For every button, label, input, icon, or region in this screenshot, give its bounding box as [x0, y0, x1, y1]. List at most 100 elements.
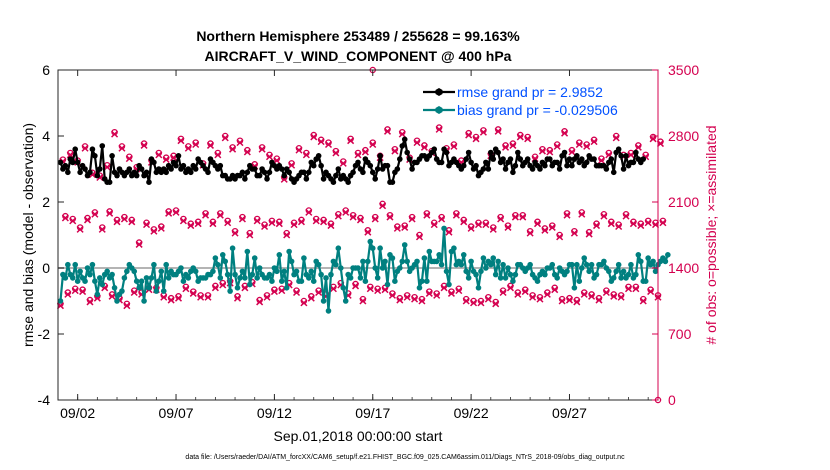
rmse-point [574, 153, 580, 159]
obs-assimilated-stroke [516, 133, 524, 141]
obs-assimilated-point [361, 148, 369, 156]
obs-assimilated-stroke [317, 138, 325, 146]
obs-assimilated-stroke [302, 151, 310, 159]
obs-assimilated-point [135, 240, 143, 248]
obs-assimilated-stroke [447, 289, 455, 297]
obs-assimilated-point [182, 285, 190, 293]
obs-assimilated-point [398, 130, 406, 138]
bias-point [212, 255, 219, 261]
obs-assimilated-point [155, 151, 163, 159]
bias-point [82, 278, 88, 285]
obs-assimilated-point [622, 212, 630, 220]
bias-point [542, 271, 548, 278]
obs-assimilated-point [484, 295, 492, 303]
rmse-point [397, 156, 403, 162]
obs-assimilated-stroke [600, 212, 608, 220]
rmse-point [106, 179, 113, 185]
obs-assimilated-point [467, 224, 475, 232]
obs-assimilated-point [288, 161, 296, 169]
obs-assimilated-point [61, 214, 69, 222]
rmse-point [301, 169, 307, 176]
obs-assimilated-point [418, 297, 426, 305]
bias-point [306, 275, 312, 281]
obs-assimilated-stroke [86, 298, 94, 306]
rmse-point [57, 159, 64, 166]
rmse-point [175, 153, 182, 159]
bias-point [458, 261, 465, 268]
rmse-point [490, 156, 497, 162]
obs-assimilated-point [371, 215, 379, 223]
rmse-point [623, 153, 629, 159]
bias-point [286, 248, 292, 255]
obs-assimilated-stroke [113, 218, 121, 226]
rmse-point [460, 162, 467, 169]
obs-assimilated-point [290, 221, 298, 229]
bias-point [357, 275, 364, 281]
bias-point [335, 245, 342, 251]
obs-assimilated-point [160, 293, 168, 301]
obs-assimilated-stroke [499, 288, 507, 297]
obs-assimilated-point [206, 141, 214, 149]
rmse-point [72, 146, 79, 152]
bias-point [89, 261, 96, 268]
rmse-point [394, 166, 401, 172]
rmse-point [404, 149, 410, 156]
rmse-point [360, 169, 366, 176]
bias-point [133, 278, 140, 285]
obs-assimilated-stroke [482, 221, 490, 229]
obs-assimilated-point [111, 130, 119, 138]
obs-assimilated-point [123, 302, 131, 310]
obs-assimilated-point [125, 155, 133, 163]
obs-assimilated-point [268, 219, 276, 227]
obs-assimilated-point [81, 144, 89, 152]
rmse-point [355, 159, 361, 166]
obs-assimilated-stroke [83, 216, 92, 224]
bias-point [84, 265, 91, 271]
obs-assimilated-point [76, 225, 84, 233]
bias-point [527, 261, 533, 268]
obs-assimilated-stroke [632, 285, 640, 293]
obs-assimilated-stroke [420, 143, 428, 151]
obs-assimilated-stroke [356, 216, 364, 224]
rmse-point [372, 176, 379, 182]
rmse-point [564, 162, 570, 169]
obs-assimilated-point [211, 284, 219, 292]
obs-assimilated-stroke [526, 229, 534, 237]
rmse-point [524, 156, 531, 162]
y-tick-label-left: 4 [42, 128, 50, 144]
rmse-point [618, 153, 624, 159]
obs-assimilated-stroke [425, 289, 433, 297]
obs-assimilated-stroke [497, 215, 505, 223]
obs-assimilated-point [647, 288, 655, 296]
chart-title-line1: Northern Hemisphere 253489 / 255628 = 99… [196, 28, 520, 44]
obs-assimilated-point [194, 220, 202, 228]
bias-point [414, 258, 420, 265]
bias-point [274, 268, 280, 275]
obs-assimilated-stroke [433, 291, 441, 299]
obs-assimilated-stroke [273, 156, 281, 165]
rmse-point [463, 156, 469, 162]
rmse-point [69, 159, 76, 166]
obs-assimilated-stroke [472, 135, 480, 143]
bias-point [465, 275, 472, 281]
obs-assimilated-point [300, 299, 308, 307]
bias-point [298, 278, 305, 285]
bias-point [433, 258, 440, 265]
obs-assimilated-point [354, 151, 362, 159]
obs-assimilated-stroke [583, 142, 591, 150]
obs-assimilated-stroke [278, 287, 286, 295]
obs-assimilated-point [315, 288, 323, 297]
obs-assimilated-stroke [61, 214, 69, 222]
obs-assimilated-stroke [214, 151, 222, 159]
bias-point [121, 275, 128, 281]
obs-assimilated-point [369, 140, 377, 149]
obs-assimilated-point [364, 228, 372, 236]
obs-assimilated-point [352, 282, 360, 290]
rmse-point [620, 166, 627, 172]
bias-point [399, 258, 406, 265]
obs-assimilated-point [479, 128, 487, 136]
obs-assimilated-stroke [354, 151, 362, 159]
obs-assimilated-stroke [295, 146, 303, 154]
obs-assimilated-stroke [98, 225, 106, 233]
